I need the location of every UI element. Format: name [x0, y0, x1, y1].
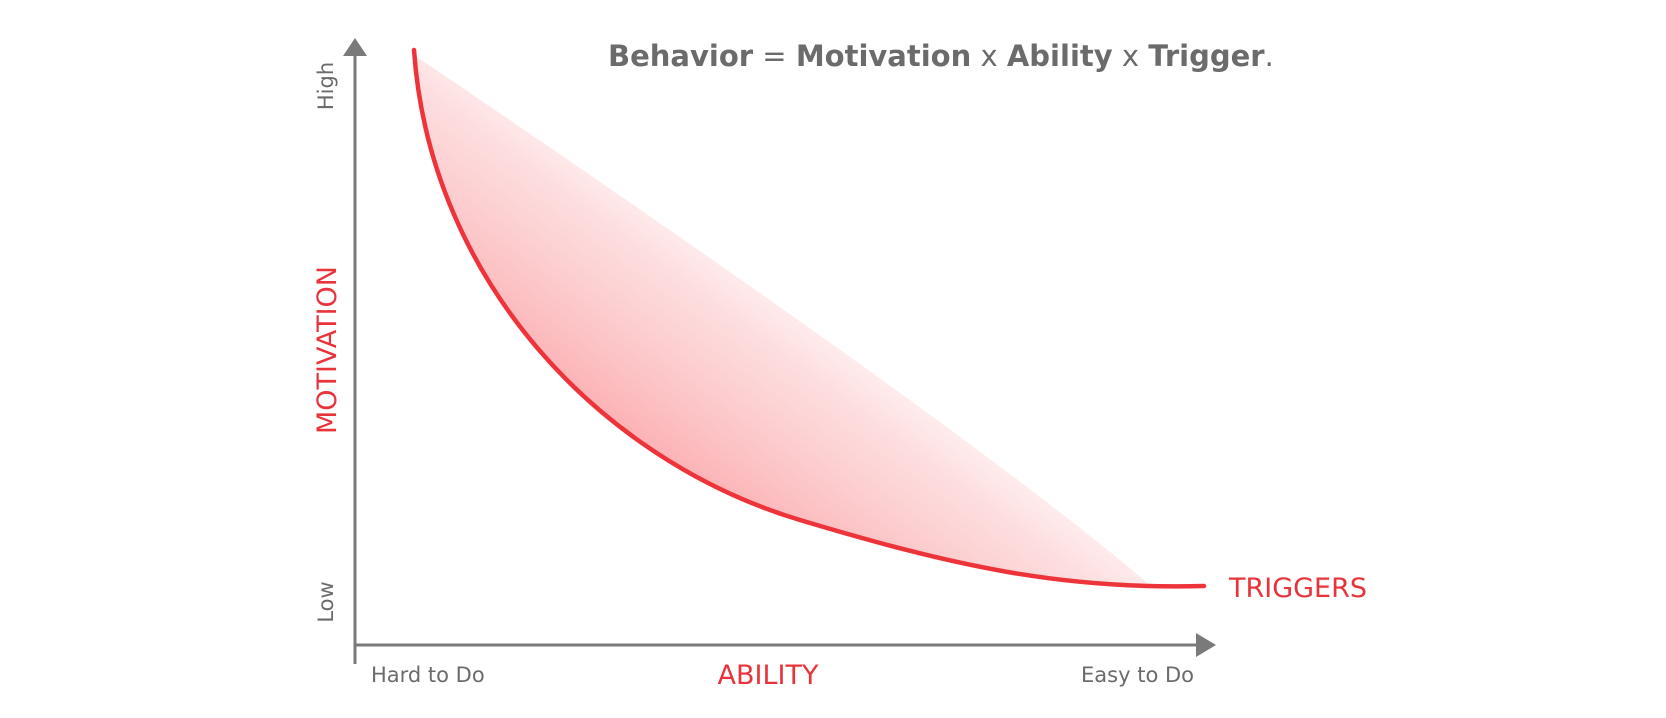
title-motivation: Motivation — [796, 39, 971, 73]
triggers-label: TRIGGERS — [1228, 573, 1367, 604]
triggers-curve — [411, 47, 1207, 589]
title-trigger: Trigger — [1148, 39, 1265, 73]
title-times-1: x — [971, 39, 1007, 73]
x-axis-title: ABILITY — [718, 660, 819, 691]
title-times-2: x — [1113, 39, 1149, 73]
title-equals: = — [753, 39, 796, 73]
title-behavior: Behavior — [608, 39, 754, 73]
y-axis-low-label: Low — [314, 581, 338, 622]
y-axis-arrow-icon — [343, 38, 367, 56]
formula-title: Behavior = Motivation x Ability x Trigge… — [608, 39, 1274, 73]
y-axis-high-label: High — [314, 62, 338, 110]
title-period: . — [1265, 39, 1274, 73]
x-axis-arrow-icon — [1196, 633, 1216, 657]
ability-motivation-shaded-region — [414, 55, 1150, 586]
x-axis-hard-label: Hard to Do — [371, 663, 485, 687]
title-ability: Ability — [1007, 39, 1113, 73]
y-axis-title: MOTIVATION — [312, 266, 343, 434]
x-axis-easy-label: Easy to Do — [1081, 663, 1194, 687]
